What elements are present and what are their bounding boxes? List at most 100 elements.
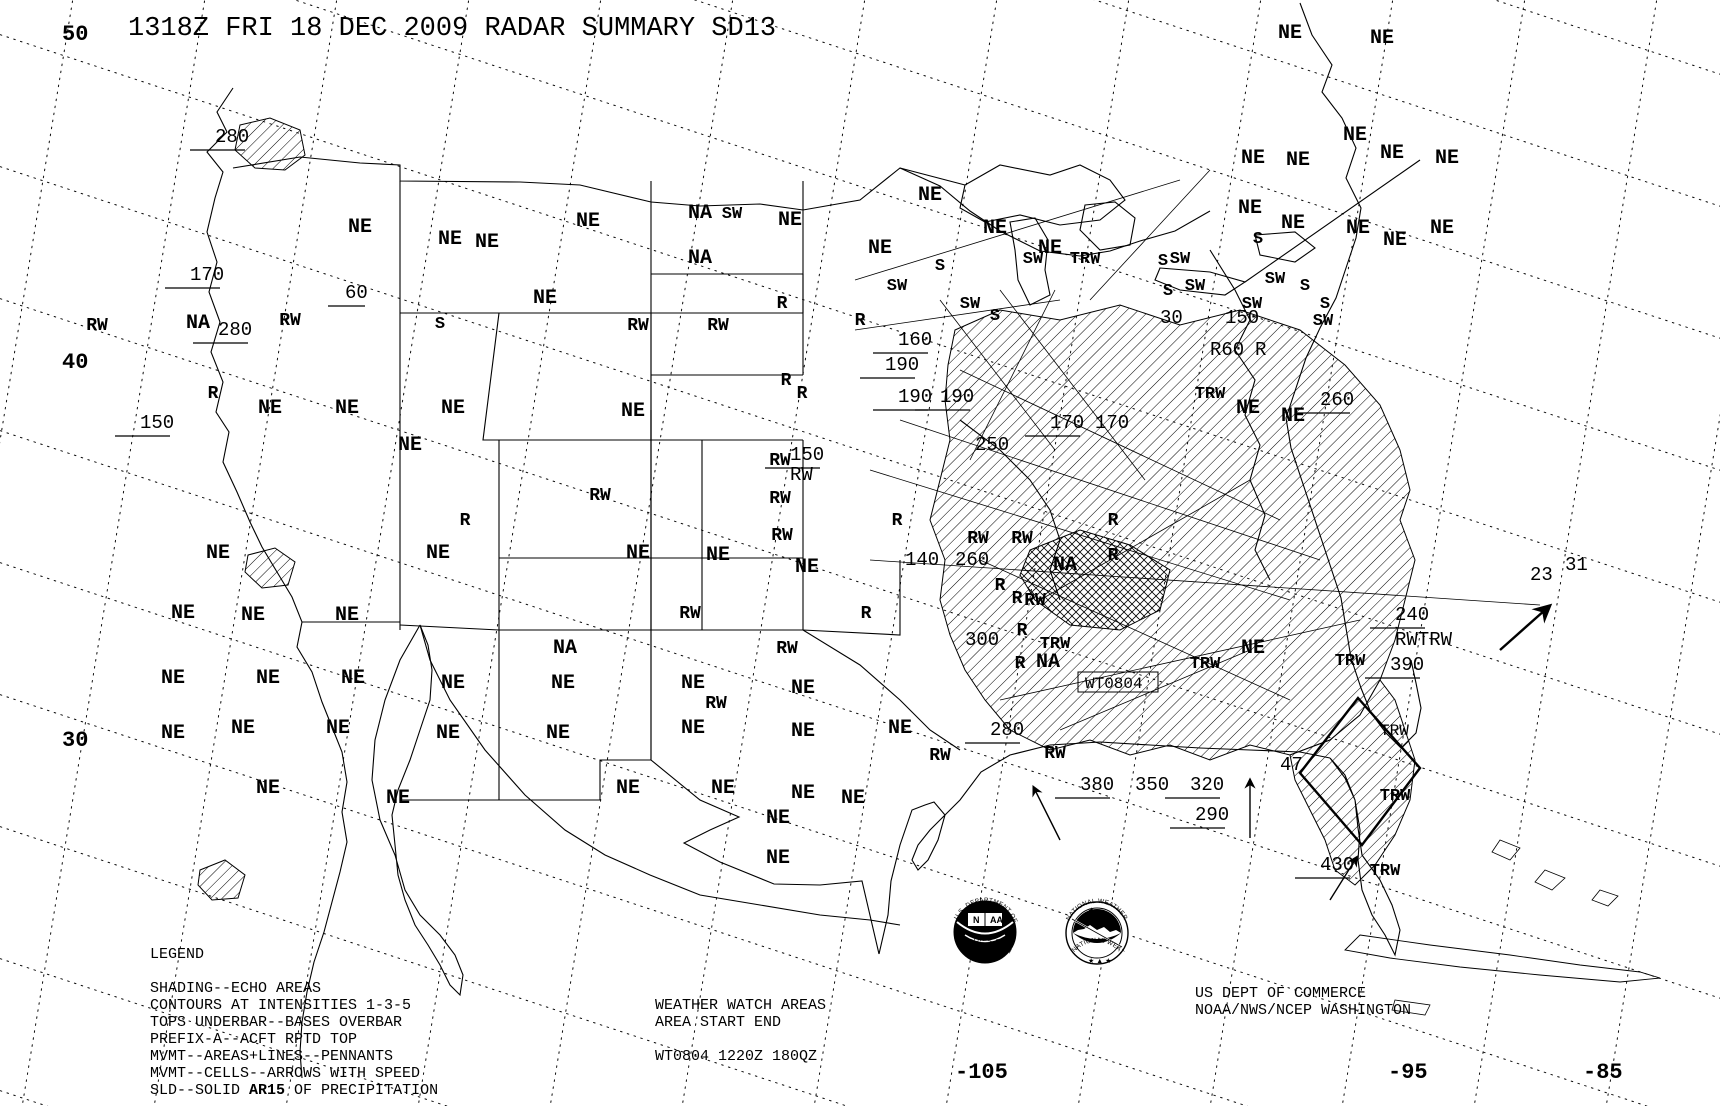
svg-text:SW: SW [1313, 312, 1334, 331]
svg-text:NE: NE [1435, 147, 1459, 170]
svg-text:SLD--SOLID AR15 OF PRECIPITATI: SLD--SOLID AR15 OF PRECIPITATION [150, 1082, 438, 1099]
svg-text:R: R [781, 371, 792, 391]
svg-text:R: R [1012, 589, 1023, 609]
svg-text:NE: NE [766, 847, 790, 870]
svg-text:290: 290 [1195, 804, 1229, 826]
svg-text:190: 190 [898, 386, 932, 408]
svg-text:300: 300 [965, 629, 999, 651]
svg-text:RW: RW [705, 694, 727, 714]
svg-text:280: 280 [215, 126, 249, 148]
svg-text:R: R [861, 604, 872, 624]
svg-text:NE: NE [258, 397, 282, 420]
svg-text:NE: NE [888, 717, 912, 740]
svg-text:RWTRW: RWTRW [1395, 629, 1453, 651]
svg-text:NE: NE [868, 237, 892, 260]
svg-text:WT0804 1220Z 180QZ: WT0804 1220Z 180QZ [655, 1048, 817, 1065]
svg-text:TRW: TRW [1195, 385, 1226, 404]
svg-text:NE: NE [1380, 142, 1404, 165]
svg-text:R: R [797, 384, 808, 404]
svg-text:NE: NE [1281, 212, 1305, 235]
svg-text:WT0804: WT0804 [1085, 675, 1143, 693]
svg-text:RW: RW [86, 316, 108, 336]
svg-text:R: R [995, 576, 1006, 596]
svg-text:NE: NE [616, 777, 640, 800]
svg-text:NE: NE [791, 782, 815, 805]
svg-text:RW: RW [769, 451, 791, 471]
svg-text:NE: NE [161, 667, 185, 690]
svg-text:NOAA/NWS/NCEP WASHINGTON: NOAA/NWS/NCEP WASHINGTON [1195, 1002, 1411, 1019]
svg-text:NE: NE [335, 397, 359, 420]
svg-text:NE: NE [1241, 637, 1265, 660]
svg-text:R: R [1255, 339, 1266, 361]
svg-text:170: 170 [190, 264, 224, 286]
svg-text:NE: NE [441, 672, 465, 695]
svg-text:NE: NE [441, 397, 465, 420]
svg-text:SW: SW [1242, 295, 1263, 314]
svg-text:390: 390 [1390, 654, 1424, 676]
svg-text:NE: NE [326, 717, 350, 740]
svg-text:NE: NE [241, 604, 265, 627]
svg-text:NE: NE [1286, 149, 1310, 172]
svg-text:RW: RW [929, 746, 951, 766]
svg-text:NE: NE [576, 210, 600, 233]
svg-text:SW: SW [1185, 277, 1206, 296]
svg-text:RW: RW [1024, 591, 1046, 611]
svg-text:PREFIX-A--ACFT RPTD TOP: PREFIX-A--ACFT RPTD TOP [150, 1031, 357, 1048]
svg-text:1318Z FRI 18 DEC 2009 RADAR SU: 1318Z FRI 18 DEC 2009 RADAR SUMMARY SD13 [128, 14, 776, 44]
svg-text:NE: NE [1383, 229, 1407, 252]
svg-text:NA: NA [1036, 651, 1060, 674]
svg-text:TRW: TRW [1190, 655, 1221, 674]
svg-text:260: 260 [1320, 389, 1354, 411]
svg-text:NE: NE [533, 287, 557, 310]
svg-text:TRW: TRW [1380, 787, 1411, 806]
svg-text:NE: NE [1430, 217, 1454, 240]
svg-text:US DEPT OF COMMERCE: US DEPT OF COMMERCE [1195, 985, 1366, 1002]
svg-text:AA: AA [990, 915, 1003, 925]
svg-text:NE: NE [256, 777, 280, 800]
svg-text:170: 170 [1050, 412, 1084, 434]
svg-text:NE: NE [386, 787, 410, 810]
svg-text:NE: NE [841, 787, 865, 810]
svg-text:380: 380 [1080, 774, 1114, 796]
svg-text:430: 430 [1320, 854, 1354, 876]
svg-text:⯌: ⯌ [1089, 906, 1095, 915]
svg-text:NE: NE [231, 717, 255, 740]
svg-text:S: S [990, 307, 1000, 326]
svg-text:TRW: TRW [1370, 862, 1401, 881]
svg-text:R: R [1015, 654, 1026, 674]
svg-text:NE: NE [1278, 22, 1302, 45]
svg-text:SW: SW [1023, 250, 1044, 269]
svg-text:NE: NE [551, 672, 575, 695]
svg-text:-85: -85 [1583, 1060, 1623, 1085]
svg-text:NE: NE [791, 720, 815, 743]
svg-text:NE: NE [256, 667, 280, 690]
svg-text:MVMT--AREAS+LINES--PENNANTS: MVMT--AREAS+LINES--PENNANTS [150, 1048, 393, 1065]
svg-text:R: R [1108, 511, 1119, 531]
svg-text:240: 240 [1395, 604, 1429, 626]
svg-text:31: 31 [1565, 554, 1588, 576]
svg-text:N: N [973, 915, 980, 925]
svg-text:CONTOURS AT INTENSITIES 1-3-5: CONTOURS AT INTENSITIES 1-3-5 [150, 997, 411, 1014]
svg-text:40: 40 [62, 350, 88, 375]
svg-text:NE: NE [1370, 27, 1394, 50]
svg-text:NE: NE [475, 231, 499, 254]
svg-text:NE: NE [778, 209, 802, 232]
svg-text:NE: NE [795, 556, 819, 579]
svg-text:23: 23 [1530, 564, 1553, 586]
svg-text:NE: NE [426, 542, 450, 565]
svg-text:NE: NE [436, 722, 460, 745]
svg-text:NE: NE [398, 434, 422, 457]
svg-text:NE: NE [706, 544, 730, 567]
svg-text:RW: RW [769, 489, 791, 509]
svg-text:30: 30 [62, 728, 88, 753]
svg-text:170: 170 [1095, 412, 1129, 434]
svg-text:NE: NE [1238, 197, 1262, 220]
svg-text:RW: RW [627, 316, 649, 336]
svg-text:TRW: TRW [1040, 635, 1071, 654]
svg-text:NE: NE [438, 228, 462, 251]
svg-text:SHADING--ECHO AREAS: SHADING--ECHO AREAS [150, 980, 321, 997]
svg-text:NE: NE [711, 777, 735, 800]
svg-text:160: 160 [898, 329, 932, 351]
svg-text:RW: RW [776, 639, 798, 659]
svg-text:280: 280 [990, 719, 1024, 741]
